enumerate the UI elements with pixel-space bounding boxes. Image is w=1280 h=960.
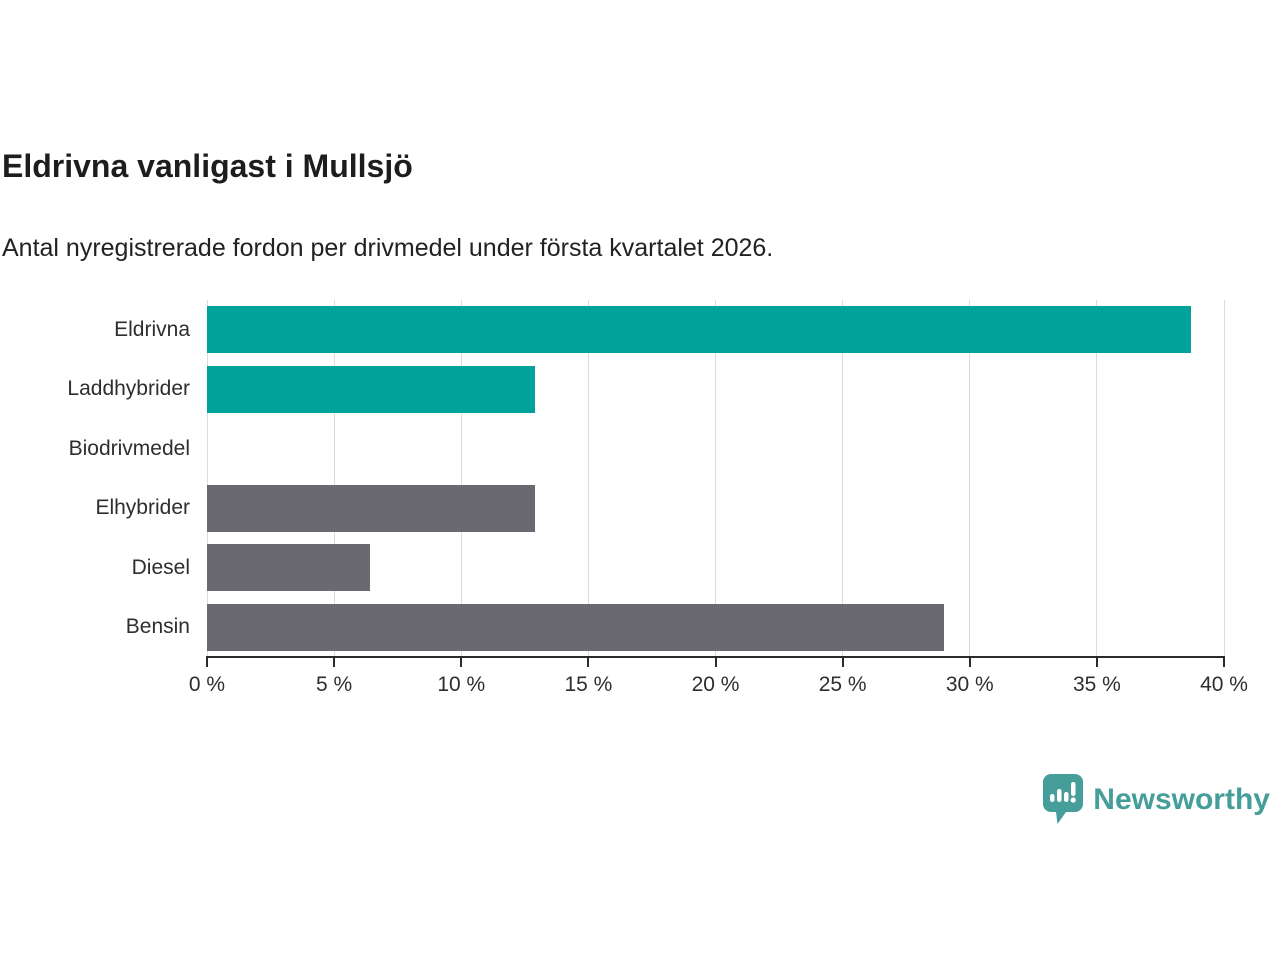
bar-elhybrider: [207, 484, 535, 532]
gridline-30: [969, 300, 971, 657]
chart-title: Eldrivna vanligast i Mullsjö: [2, 148, 413, 184]
newsworthy-logo-text: Newsworthy: [1093, 782, 1270, 816]
gridline-10: [460, 300, 462, 657]
newsworthy-logo: Newsworthy: [1043, 774, 1270, 825]
x-tick-label-10: 10 %: [437, 673, 486, 696]
x-tick-40: [1223, 658, 1225, 667]
newsworthy-logo-icon: [1043, 774, 1084, 824]
gridline-20: [715, 300, 716, 657]
gridline-5: [333, 300, 335, 657]
x-tick-label-25: 25 %: [818, 673, 867, 696]
x-tick-35: [1095, 658, 1098, 667]
x-tick-label-5: 5 %: [316, 673, 353, 696]
x-tick-30: [968, 658, 971, 667]
x-axis-line: [206, 656, 1225, 658]
category-label-diesel: Diesel: [131, 555, 190, 579]
gridline-25: [842, 300, 844, 657]
category-label-biodrivmedel: Biodrivmedel: [68, 436, 190, 460]
gridline-15: [587, 300, 589, 657]
x-tick-5: [333, 658, 336, 667]
x-tick-0: [206, 658, 208, 667]
category-label-laddhybrider: Laddhybrider: [67, 377, 190, 401]
bar-laddhybrider: [207, 365, 535, 413]
gridline-0: [206, 300, 208, 657]
gridline-35: [1096, 300, 1098, 657]
x-tick-20: [714, 658, 717, 667]
x-tick-label-0: 0 %: [188, 673, 226, 696]
x-tick-10: [460, 658, 463, 667]
category-label-bensin: Bensin: [125, 615, 190, 639]
gridline-40: [1223, 300, 1225, 657]
category-label-eldrivna: Eldrivna: [114, 317, 190, 341]
bar-bensin: [207, 603, 945, 651]
x-tick-label-40: 40 %: [1200, 673, 1248, 696]
bar-eldrivna: [207, 306, 1191, 354]
x-tick-label-30: 30 %: [945, 673, 994, 696]
x-tick-label-20: 20 %: [691, 673, 740, 696]
chart-subtitle: Antal nyregistrerade fordon per drivmede…: [2, 234, 774, 262]
x-tick-15: [587, 658, 590, 667]
x-tick-25: [841, 658, 844, 667]
x-tick-label-15: 15 %: [564, 673, 613, 696]
bar-diesel: [207, 544, 370, 592]
x-tick-label-35: 35 %: [1072, 673, 1121, 696]
category-label-elhybrider: Elhybrider: [95, 496, 190, 520]
